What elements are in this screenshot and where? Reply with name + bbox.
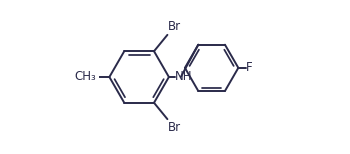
Text: F: F xyxy=(246,61,253,74)
Text: Br: Br xyxy=(168,121,181,134)
Text: Br: Br xyxy=(168,20,181,33)
Text: NH: NH xyxy=(175,71,193,83)
Text: CH₃: CH₃ xyxy=(74,71,96,83)
